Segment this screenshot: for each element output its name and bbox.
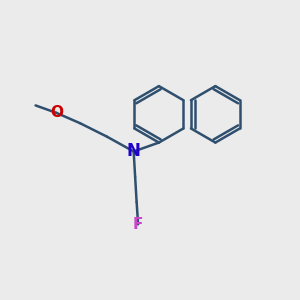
Text: N: N — [127, 142, 141, 160]
Text: O: O — [50, 105, 63, 120]
Text: F: F — [133, 217, 143, 232]
